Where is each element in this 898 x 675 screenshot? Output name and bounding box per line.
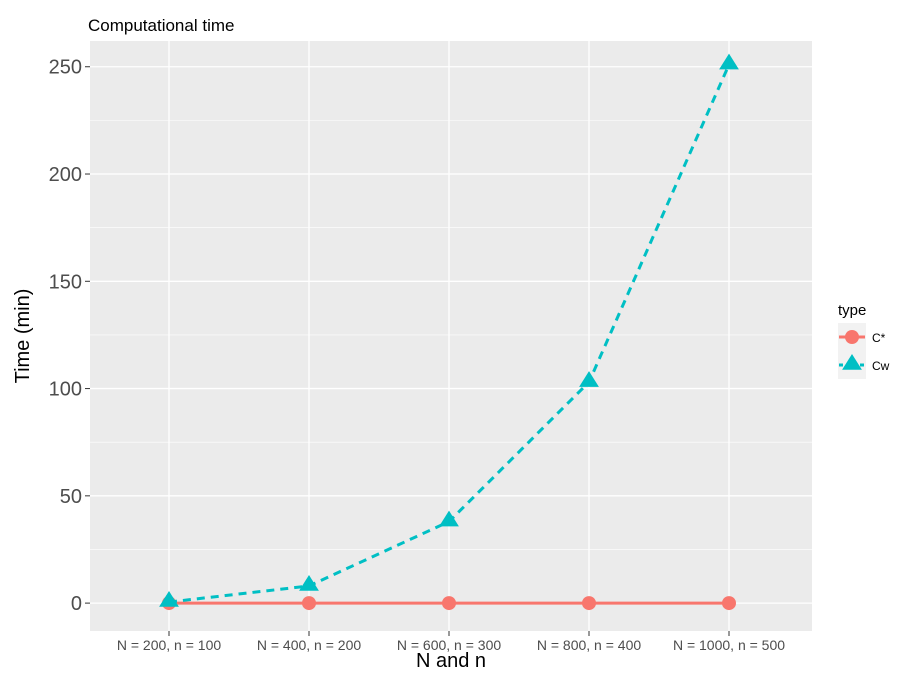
legend-item: Cw [838,351,890,379]
data-point [582,596,596,611]
data-point [159,591,179,607]
x-tick-label: N = 400, n = 200 [257,637,362,653]
x-tick-label: N = 1000, n = 500 [673,637,785,653]
legend-title: type [838,302,866,319]
data-point [722,596,736,611]
y-tick-label: 200 [49,164,82,186]
y-tick-label: 50 [60,486,82,508]
legend-marker [845,330,859,344]
data-point [579,371,599,387]
data-point [442,596,456,611]
legend-label: C* [872,331,886,345]
legend-label: Cw [872,359,890,373]
series-layer [159,53,739,611]
legend-items: C* Cw [838,323,890,379]
y-axis-title: Time (min) [12,289,34,384]
y-tick-label: 250 [49,57,82,79]
x-axis: N = 200, n = 100 N = 400, n = 200 N = 600,… [117,631,785,653]
data-point [302,596,316,611]
data-point [439,510,459,527]
data-point [299,574,319,591]
chart-title: Computational time [88,16,234,35]
x-tick-label: N = 200, n = 100 [117,637,222,653]
y-tick-label: 150 [49,271,82,293]
y-tick-label: 0 [71,593,82,615]
x-tick-label: N = 800, n = 400 [537,637,642,653]
y-tick-label: 100 [49,379,82,401]
legend-item: C* [838,323,886,351]
series-2 [159,53,739,607]
data-point [719,53,739,70]
plot-panel [90,41,812,631]
x-tick-label: N = 600, n = 300 [397,637,502,653]
x-axis-title: N and n [416,650,486,672]
y-axis: 0 50 100 150 200 250 [49,57,90,615]
legend-marker [842,354,862,370]
legend: type C* Cw [838,302,890,379]
